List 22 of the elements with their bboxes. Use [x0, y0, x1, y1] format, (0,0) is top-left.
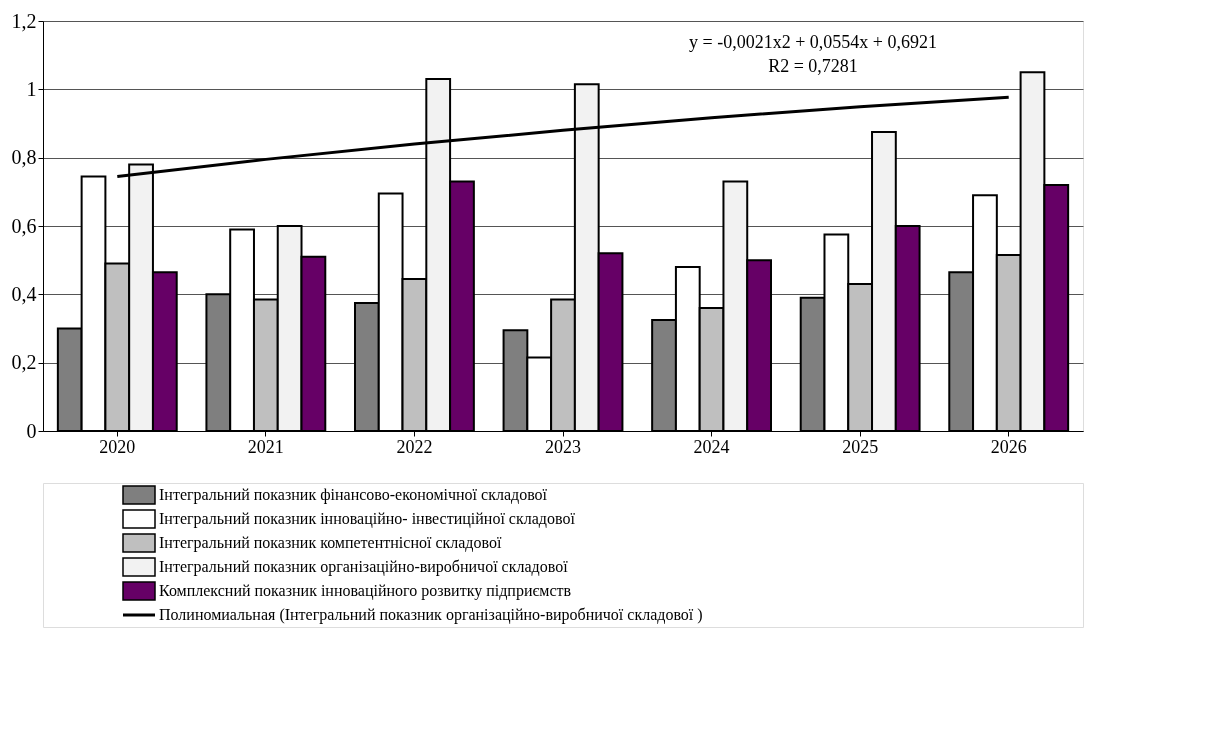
x-tick-label: 2023	[545, 436, 581, 457]
annotation: R2 = 0,7281	[768, 56, 858, 76]
x-tick-label: 2022	[396, 436, 433, 457]
y-tick-label: 0,2	[11, 351, 37, 374]
y-tick-label: 0,8	[11, 146, 37, 169]
legend-label: Інтегральний показник фінансово-економічної складової	[159, 486, 548, 504]
x-tick-label: 2024	[693, 436, 730, 457]
x-tick-label: 2025	[842, 436, 879, 457]
legend-label: Інтегральний показник організаційно-виробничої складової	[159, 558, 569, 576]
y-tick-label: 1,2	[11, 9, 37, 32]
x-tick-label: 2020	[99, 436, 136, 457]
annotation: y = -0,0021x2 + 0,0554x + 0,6921	[689, 32, 937, 52]
y-tick-label: 0	[26, 419, 37, 442]
x-tick-label: 2026	[990, 436, 1027, 457]
legend-label: Комплексний показник інноваційного розвитку підприємств	[159, 582, 572, 600]
y-tick-label: 0,6	[11, 214, 37, 237]
y-tick-label: 1	[26, 77, 37, 100]
legend-label: Полиномиальная (Інтегральний показник організаційно-виробничої складової )	[159, 606, 703, 624]
y-tick-label: 0,4	[11, 282, 37, 305]
legend-label: Інтегральний показник компетентнісної складової	[159, 534, 502, 552]
legend-label: Інтегральний показник інноваційно- інвестиційної складової	[159, 510, 576, 528]
x-tick-label: 2021	[247, 436, 284, 457]
